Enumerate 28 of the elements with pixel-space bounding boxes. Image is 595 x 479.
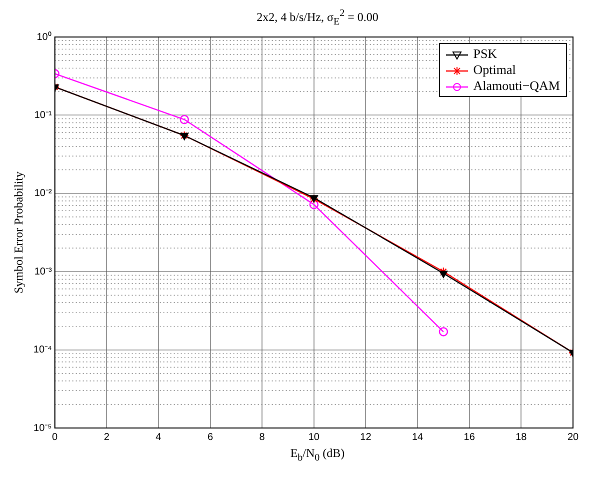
legend-label: Optimal bbox=[473, 62, 516, 77]
y-tick-label: 10⁻³ bbox=[34, 266, 52, 278]
chart-title: 2x2, 4 b/s/Hz, σ$_{E}$$^{2}$ = 0.00 bbox=[256, 8, 380, 28]
x-tick-label: 2 bbox=[104, 432, 110, 443]
x-tick-label: 8 bbox=[259, 432, 266, 443]
y-tick-label: 10⁻¹ bbox=[34, 110, 52, 121]
x-axis-title: E$_{b}$/N$_{0}$ (dB) bbox=[289, 446, 346, 464]
x-tick-label: 4 bbox=[156, 432, 162, 443]
y-axis-title: Symbol Error Probability bbox=[11, 172, 26, 294]
x-tick-label: 0 bbox=[52, 432, 58, 443]
y-tick-label: 10⁰ bbox=[36, 30, 52, 43]
x-tick-label: 20 bbox=[567, 432, 579, 443]
x-tick-label: 18 bbox=[516, 432, 528, 443]
x-tick-label: 14 bbox=[412, 432, 424, 443]
x-tick-label: 10 bbox=[308, 432, 320, 443]
x-tick-label: 12 bbox=[360, 432, 372, 443]
y-tick-label: 10⁻² bbox=[34, 188, 52, 200]
x-tick-label: 16 bbox=[464, 432, 476, 443]
y-tick-label: 10⁻⁴ bbox=[33, 344, 52, 356]
x-tick-label: 6 bbox=[207, 432, 214, 443]
point bbox=[438, 327, 448, 336]
point bbox=[438, 267, 448, 276]
y-tick-label: 10⁻⁵ bbox=[34, 422, 52, 434]
legend-label: PSK bbox=[473, 46, 498, 61]
legend-label: Alamouti−QAM bbox=[473, 78, 560, 93]
point bbox=[180, 114, 189, 124]
point bbox=[309, 200, 319, 210]
point bbox=[439, 270, 448, 278]
